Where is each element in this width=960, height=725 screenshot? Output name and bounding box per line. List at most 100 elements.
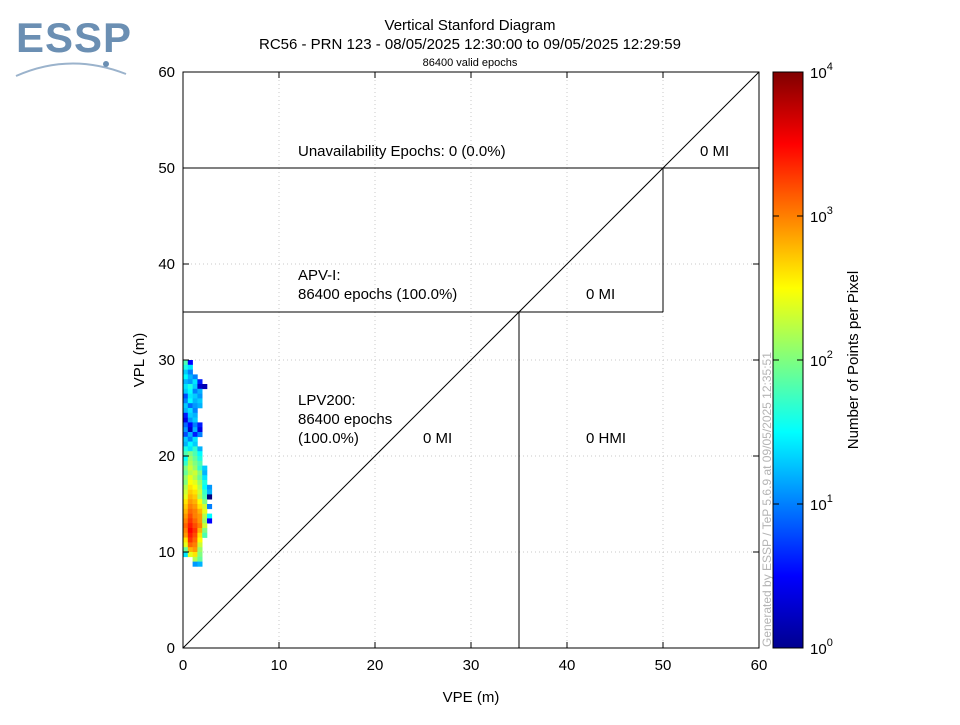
heatmap-cell: [187, 460, 193, 466]
heatmap-cell: [192, 489, 198, 495]
heatmap-cell: [183, 537, 189, 543]
heatmap-cell: [187, 446, 193, 452]
heatmap-cell: [183, 460, 189, 466]
heatmap-cell: [207, 518, 213, 524]
heatmap-cell: [192, 499, 198, 505]
heatmap-cell: [187, 523, 193, 529]
colorbar-tick-label: 101: [810, 493, 833, 514]
heatmap-cell: [192, 408, 198, 414]
heatmap-cell: [197, 518, 203, 524]
heatmap-cell: [187, 494, 193, 500]
y-tick-label: 40: [158, 256, 175, 273]
heatmap-cell: [192, 508, 198, 514]
heatmap-cell: [197, 403, 203, 409]
heatmap-cell: [187, 499, 193, 505]
heatmap-cell: [183, 374, 189, 380]
heatmap-cell: [197, 384, 203, 390]
x-tick-label: 20: [367, 657, 384, 674]
heatmap-cell: [187, 465, 193, 471]
heatmap-cell: [202, 499, 208, 505]
heatmap-cell: [183, 364, 189, 370]
heatmap-cell: [202, 518, 208, 524]
heatmap-cell: [187, 441, 193, 447]
colorbar-tick-label: 100: [810, 637, 833, 658]
heatmap-cell: [183, 523, 189, 529]
heatmap-cell: [187, 436, 193, 442]
heatmap-cell: [187, 484, 193, 490]
x-tick-label: 0: [179, 657, 187, 674]
heatmap-cell: [197, 451, 203, 457]
heatmap-cell: [197, 513, 203, 519]
heatmap-cell: [183, 475, 189, 481]
heatmap-cell: [202, 470, 208, 476]
heatmap-cell: [197, 398, 203, 404]
heatmap-cell: [192, 561, 198, 567]
y-tick-label: 20: [158, 448, 175, 465]
heatmap-cell: [192, 528, 198, 534]
heatmap-cell: [183, 427, 189, 433]
lpv-epochs-label: 86400 epochs: [298, 411, 392, 428]
heatmap-cell: [183, 528, 189, 534]
heatmap-cell: [197, 528, 203, 534]
heatmap-cell: [197, 561, 203, 567]
heatmap-cell: [187, 470, 193, 476]
heatmap-cell: [187, 364, 193, 370]
heatmap-cell: [183, 398, 189, 404]
lpv-title-label: LPV200:: [298, 392, 356, 409]
heatmap-cell: [183, 369, 189, 375]
generated-by-watermark: Generated by ESSP / TeP 5.6.9 at 09/05/2…: [760, 352, 774, 647]
heatmap-cell: [197, 393, 203, 399]
heatmap-cell: [183, 456, 189, 462]
heatmap-cell: [183, 393, 189, 399]
mi-lpv-label: 0 MI: [423, 430, 452, 447]
essp-logo: ESSP: [15, 14, 132, 77]
x-tick-label: 60: [751, 657, 768, 674]
heatmap-cell: [187, 542, 193, 548]
heatmap-cell: [197, 537, 203, 543]
heatmap-cell: [207, 504, 213, 510]
heatmap-cell: [197, 388, 203, 394]
heatmap-cell: [183, 360, 189, 366]
heatmap-cell: [192, 475, 198, 481]
heatmap-cell: [197, 494, 203, 500]
heatmap-cell: [197, 489, 203, 495]
heatmap-cell: [202, 465, 208, 471]
heatmap-cell: [183, 552, 189, 558]
heatmap-cell: [197, 547, 203, 553]
heatmap-cell: [187, 552, 193, 558]
heatmap-cell: [192, 432, 198, 438]
alert-limit-lines: [182, 71, 760, 649]
heatmap-cell: [187, 374, 193, 380]
heatmap-cell: [183, 432, 189, 438]
heatmap-cell: [197, 427, 203, 433]
heatmap-cell: [197, 470, 203, 476]
heatmap-cell: [183, 441, 189, 447]
heatmap-cell: [183, 532, 189, 538]
heatmap-cell: [192, 504, 198, 510]
heatmap-cell: [183, 504, 189, 510]
heatmap-cell: [202, 513, 208, 519]
heatmap-cell: [197, 484, 203, 490]
heatmap-cell: [183, 499, 189, 505]
heatmap-cell: [187, 518, 193, 524]
heatmap-cell: [197, 556, 203, 562]
heatmap-cell: [183, 480, 189, 486]
heatmap-cell: [197, 499, 203, 505]
heatmap-cell: [183, 451, 189, 457]
chart-subtitle: RC56 - PRN 123 - 08/05/2025 12:30:00 to …: [259, 36, 681, 53]
heatmap-cell: [192, 388, 198, 394]
hmi-label: 0 HMI: [586, 430, 626, 447]
heatmap-cell: [183, 494, 189, 500]
heatmap-cell: [192, 470, 198, 476]
heatmap-cell: [183, 542, 189, 548]
heatmap-cell: [192, 537, 198, 543]
x-axis-label: VPE (m): [443, 689, 500, 706]
logo-text: ESSP: [16, 14, 132, 61]
heatmap-cell: [192, 417, 198, 423]
colorbar-ticks: 100 101 102 103 104: [773, 61, 833, 658]
heatmap-cell: [202, 504, 208, 510]
heatmap-cell: [192, 523, 198, 529]
heatmap-cell: [183, 379, 189, 385]
heatmap-cell: [197, 480, 203, 486]
